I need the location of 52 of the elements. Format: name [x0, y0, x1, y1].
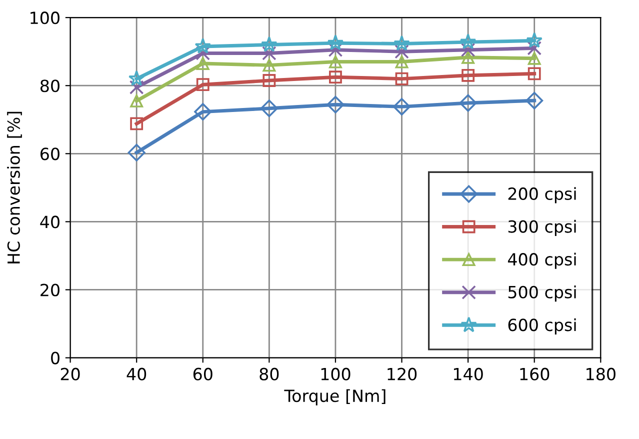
point [395, 55, 408, 68]
point [395, 72, 408, 86]
point [130, 117, 144, 130]
x-tick-label: 100 [321, 368, 350, 380]
point [196, 78, 210, 92]
point [196, 57, 210, 70]
x-tick-label: 160 [520, 368, 550, 380]
point [528, 67, 541, 80]
y-tick-label: 0 [51, 352, 60, 364]
point [329, 55, 342, 68]
x-tick-label: 40 [126, 368, 146, 380]
point [460, 34, 476, 50]
point [262, 74, 276, 87]
x-tick-label: 20 [60, 368, 80, 380]
x-tick-label: 180 [586, 368, 616, 380]
x-tick-label: 80 [260, 368, 279, 380]
point [194, 38, 212, 54]
point [526, 92, 544, 110]
point [528, 52, 541, 65]
point [128, 70, 145, 86]
point [326, 96, 344, 114]
legend-label: 400 cpsi [508, 252, 576, 269]
point [526, 32, 543, 48]
point [262, 46, 276, 60]
x-tick-label: 140 [454, 368, 483, 380]
point [194, 103, 212, 121]
y-tick-label: 80 [40, 80, 60, 92]
point [262, 58, 276, 72]
point [128, 144, 146, 162]
legend-label: 600 cpsi [508, 318, 576, 334]
legend-label: 300 cpsi [508, 220, 576, 236]
legend-label: 500 cpsi [508, 286, 576, 302]
x-axis-title: Torque [Nm] [284, 389, 386, 406]
point [327, 34, 344, 50]
x-tick-label: 60 [193, 368, 212, 380]
point [129, 80, 144, 94]
point [393, 98, 411, 116]
point [130, 94, 144, 108]
y-tick-label: 40 [40, 216, 60, 228]
point [459, 94, 477, 112]
point [462, 50, 475, 64]
y-tick-label: 20 [40, 284, 60, 296]
y-tick-label: 60 [40, 148, 60, 160]
point [260, 100, 278, 118]
point [462, 68, 475, 82]
y-axis-title: HC conversion [%] [7, 112, 22, 264]
x-tick-label: 120 [388, 368, 417, 380]
legend-label: 200 cpsi [508, 187, 576, 204]
point [394, 35, 410, 51]
y-tick-label: 100 [30, 12, 60, 24]
point [261, 36, 278, 52]
point [329, 70, 342, 84]
